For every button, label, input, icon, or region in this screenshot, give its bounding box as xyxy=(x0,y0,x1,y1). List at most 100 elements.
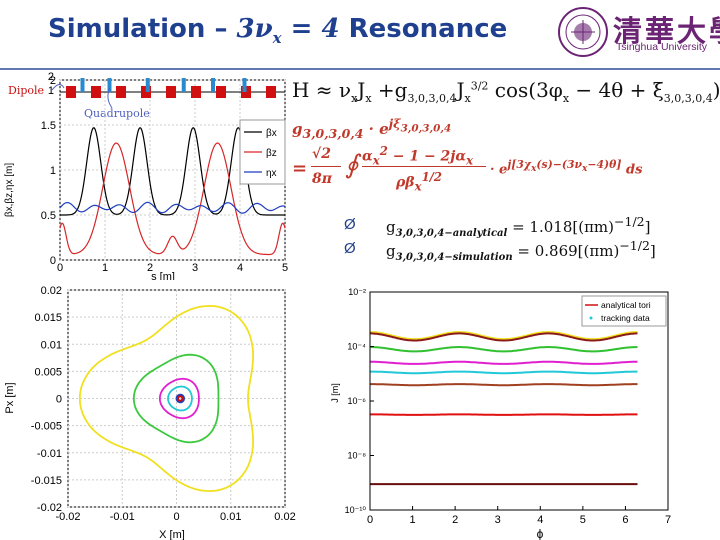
logo-english: Tsinghua University xyxy=(616,41,708,53)
title-divider xyxy=(0,68,720,70)
action-legend-label: tracking data xyxy=(601,313,650,323)
optics-xtick: 0 xyxy=(57,262,63,274)
phase-xtick: -0.01 xyxy=(110,511,135,523)
lattice-dipole xyxy=(91,86,101,98)
slide-title: Simulation – 3νx = 4 Resonance xyxy=(48,14,507,47)
g-definition-lhs: g3,0,3,0,4 · ejξ3,0,3,0,4 xyxy=(292,116,452,141)
action-xtick: 4 xyxy=(537,514,543,526)
optics-ylabel: βx,βz,ηx [m] xyxy=(4,163,15,218)
phase-xtick: 0.02 xyxy=(274,511,295,523)
action-chart: 10⁻² 10⁻⁴ 10⁻⁶ 10⁻⁸ 10⁻¹⁰0 1 2 3 4 5 6 7 analytical… xyxy=(330,287,671,540)
action-ytick: 10⁻⁶ xyxy=(348,396,367,406)
g-rhs-frac-bar xyxy=(311,166,341,167)
g-rhs-exp: · ej[3χx(s)−(3νx−4)θ] ds xyxy=(490,158,643,178)
phase-orbit-1 xyxy=(78,304,255,493)
g-rhs-inner-num: αx2 − 1 − 2jαx xyxy=(362,144,474,168)
optics-xtick: 1 xyxy=(102,262,108,274)
optics-series-3 xyxy=(59,201,286,214)
action-series-6 xyxy=(370,383,638,387)
optics-xtick: 5 xyxy=(282,262,288,274)
optics-ytick: 0 xyxy=(50,255,56,267)
action-legend-swatch xyxy=(589,316,593,320)
phase-orbit-3 xyxy=(159,377,200,420)
action-xtick: 2 xyxy=(452,514,458,526)
lattice-quadrupole xyxy=(80,78,85,92)
title-prefix: Simulation – xyxy=(48,14,237,44)
title-suffix: Resonance xyxy=(339,14,508,44)
action-ytick: 10⁻¹⁰ xyxy=(345,505,367,515)
phase-space-chart: -0.02 -0.015 -0.01 -0.005 0 0.005 0.01 0.015 0.0… xyxy=(4,285,296,540)
seal-icon xyxy=(558,7,608,57)
action-series-1 xyxy=(370,331,638,341)
title-math: 3νx = 4 xyxy=(236,14,340,48)
lattice-quadrupole xyxy=(211,78,215,92)
action-legend xyxy=(581,295,667,327)
lattice-dipole xyxy=(66,86,76,98)
lattice-dipole xyxy=(216,86,226,98)
phase-ytick: -0.02 xyxy=(37,502,62,514)
phase-ytick: -0.01 xyxy=(37,448,62,460)
lattice-quadrupole xyxy=(107,78,112,92)
optics-xtick: 4 xyxy=(237,262,243,274)
optics-xtick: 2 xyxy=(147,262,153,274)
action-series-2 xyxy=(370,332,638,342)
action-xtick: 6 xyxy=(622,514,628,526)
lattice-tick: 2 xyxy=(48,71,54,83)
lattice-dipole xyxy=(166,86,176,98)
phase-xtick: 0 xyxy=(173,511,179,523)
optics-legend-label: ηx xyxy=(266,168,277,179)
g-rhs-frac-den: 8π xyxy=(312,171,332,187)
phase-ytick: 0 xyxy=(56,394,62,406)
quadrupole-arrow xyxy=(107,87,113,109)
phase-ytick: 0.01 xyxy=(41,339,62,351)
phase-orbit-5 xyxy=(175,393,185,404)
logo-chinese: 清華大學 xyxy=(613,14,720,48)
lattice-dipole xyxy=(266,86,276,98)
optics-ytick: 2 xyxy=(50,75,56,87)
g-rhs-integral: ∮ xyxy=(345,150,359,180)
optics-ytick: 0.5 xyxy=(41,210,56,222)
action-ytick: 10⁻² xyxy=(348,287,366,297)
action-xtick: 5 xyxy=(580,514,586,526)
action-series-5 xyxy=(370,370,638,375)
lattice-dipole xyxy=(191,86,201,98)
g-rhs-frac-num: √2 xyxy=(312,146,331,162)
lattice-quadrupole xyxy=(242,78,247,92)
bullet-2-marker: Ø xyxy=(344,240,356,257)
g-rhs-inner-bar xyxy=(362,166,486,167)
bullet-1-text: g3,0,3,0,4−analytical = 1.018[(πm)−1/2] xyxy=(386,214,651,239)
phase-xtick: 0.01 xyxy=(220,511,241,523)
optics-ytick: 1.5 xyxy=(41,120,56,132)
action-xtick: 3 xyxy=(495,514,501,526)
lattice-quadrupole xyxy=(181,78,186,92)
optics-xlabel: s [m] xyxy=(151,271,175,280)
phase-orbit-6 xyxy=(177,395,184,402)
phase-ytick: 0.015 xyxy=(34,312,62,324)
phase-ytick: 0.005 xyxy=(34,366,62,378)
action-ylabel: J [m] xyxy=(330,383,340,403)
g-rhs-equals: = xyxy=(292,158,308,179)
action-xtick: 1 xyxy=(410,514,416,526)
dipole-label: Dipole xyxy=(8,84,45,97)
phase-ytick: -0.005 xyxy=(31,421,62,433)
phase-xlabel: X [m] xyxy=(159,529,185,540)
action-legend-label: analytical tori xyxy=(601,300,651,310)
optics-series-2 xyxy=(59,142,286,256)
g-rhs-inner-den: ρβx1/2 xyxy=(396,170,443,194)
action-xlabel: ϕ xyxy=(537,527,544,540)
phase-xtick: -0.02 xyxy=(55,511,80,523)
optics-ytick: 1 xyxy=(50,165,56,177)
phase-ylabel: Px [m] xyxy=(4,382,16,413)
hamiltonian-equation: H ≈ νxJx +g3,0,3,0,4Jx3/2 cos(3φx − 4θ +… xyxy=(292,78,720,105)
action-series-3 xyxy=(369,346,638,353)
optics-legend-label: βx xyxy=(266,128,277,139)
optics-xtick: 3 xyxy=(192,262,198,274)
quadrupole-label: Quadrupole xyxy=(84,107,150,120)
phase-ytick: 0.02 xyxy=(41,285,62,297)
action-ytick: 10⁻⁴ xyxy=(347,342,366,352)
lattice-quadrupole xyxy=(145,78,150,92)
bullet-2-text: g3,0,3,0,4−simulation = 0.869[(πm)−1/2] xyxy=(386,238,656,263)
phase-orbit-2 xyxy=(132,353,220,444)
action-series-7 xyxy=(370,413,638,416)
